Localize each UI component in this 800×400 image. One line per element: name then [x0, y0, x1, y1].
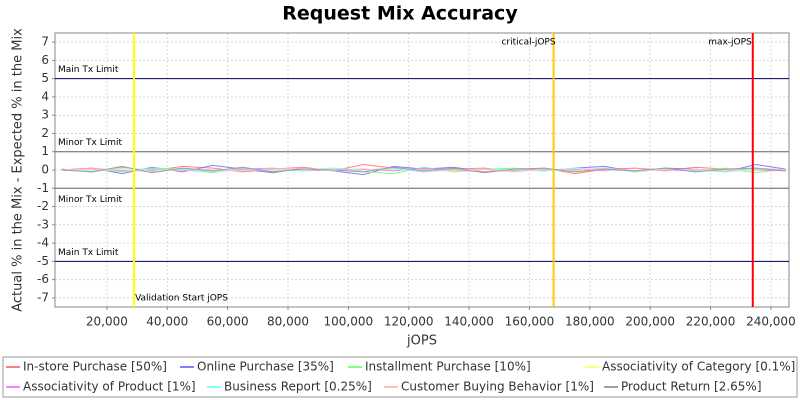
x-tick-label: 80,000 — [267, 315, 309, 329]
chart-title: Request Mix Accuracy — [282, 3, 518, 25]
y-tick-label: -7 — [37, 290, 49, 304]
x-axis-label: jOPS — [406, 334, 437, 349]
y-axis-label: Actual % in the Mix - Expected % in the … — [11, 28, 26, 312]
x-tick-label: 180,000 — [565, 315, 615, 329]
y-tick-label: 6 — [41, 53, 49, 67]
y-tick-label: -3 — [37, 217, 49, 231]
legend-label: Customer Buying Behavior [1%] — [401, 380, 594, 394]
y-tick-label: 7 — [41, 35, 49, 49]
legend-label: Associativity of Product [1%] — [23, 380, 196, 394]
plot-border — [54, 32, 790, 308]
legend-label: Business Report [0.25%] — [224, 380, 372, 394]
marker-label: critical-jOPS — [501, 38, 555, 48]
y-tick-label: 4 — [41, 89, 49, 103]
y-tick-label: 2 — [41, 126, 49, 140]
limit-label: Main Tx Limit — [58, 65, 119, 75]
legend-label: Product Return [2.65%] — [621, 380, 762, 394]
x-tick-label: 220,000 — [686, 315, 736, 329]
x-tick-label: 40,000 — [146, 315, 188, 329]
series-line — [61, 165, 787, 174]
legend-label: Installment Purchase [10%] — [365, 360, 531, 374]
legend-label: In-store Purchase [50%] — [23, 360, 167, 374]
y-tick-label: 3 — [41, 108, 49, 122]
y-tick-label: -1 — [37, 181, 49, 195]
x-tick-label: 160,000 — [505, 315, 555, 329]
y-tick-label: -5 — [37, 254, 49, 268]
marker-label: max-jOPS — [708, 38, 752, 48]
y-tick-label: 1 — [41, 144, 49, 158]
y-tick-label: -4 — [37, 236, 49, 250]
legend-label: Online Purchase [35%] — [197, 360, 334, 374]
y-tick-label: 0 — [41, 163, 49, 177]
x-tick-label: 240,000 — [746, 315, 796, 329]
limit-label: Minor Tx Limit — [58, 195, 123, 205]
x-tick-label: 200,000 — [625, 315, 675, 329]
marker-label: Validation Start jOPS — [135, 294, 228, 304]
x-tick-label: 140,000 — [444, 315, 494, 329]
limit-label: Minor Tx Limit — [58, 138, 123, 148]
y-tick-label: 5 — [41, 71, 49, 85]
legend-label: Associativity of Category [0.1%] — [602, 360, 795, 374]
legend — [2, 356, 798, 398]
y-tick-label: -2 — [37, 199, 49, 213]
limit-label: Main Tx Limit — [58, 248, 119, 258]
x-tick-label: 100,000 — [324, 315, 374, 329]
x-tick-label: 120,000 — [384, 315, 434, 329]
x-tick-label: 20,000 — [86, 315, 128, 329]
series-line — [61, 167, 786, 173]
y-tick-label: -6 — [37, 272, 49, 286]
x-tick-label: 60,000 — [207, 315, 249, 329]
